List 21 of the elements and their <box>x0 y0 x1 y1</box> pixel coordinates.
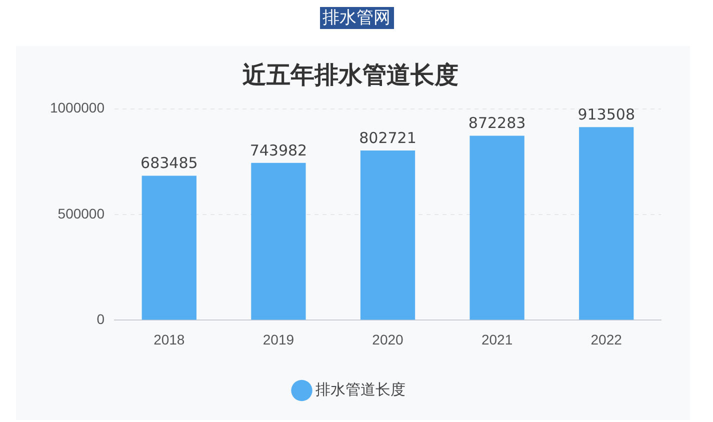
y-tick-label: 1000000 <box>50 100 105 116</box>
data-label: 913508 <box>578 105 635 124</box>
legend-label: 排水管道长度 <box>315 382 406 399</box>
text: 排水管网 <box>320 7 394 29</box>
x-tick-label: 2018 <box>154 331 185 348</box>
x-tick-label: 2020 <box>372 331 404 348</box>
x-tick-label: 2019 <box>262 331 294 348</box>
bar <box>470 136 524 320</box>
chart-title: 近五年排水管道长度 <box>242 62 458 90</box>
y-tick-label: 0 <box>96 311 105 328</box>
data-label: 683485 <box>140 154 198 172</box>
data-label: 802721 <box>359 128 416 147</box>
y-tick-label: 500000 <box>58 205 105 222</box>
bar <box>142 176 196 320</box>
bar <box>251 162 306 320</box>
x-tick-label: 2021 <box>481 331 513 348</box>
bar <box>360 150 416 320</box>
bar <box>579 127 634 320</box>
data-label: 872283 <box>468 114 526 132</box>
data-label: 743982 <box>250 141 308 160</box>
x-tick-label: 2022 <box>590 331 622 348</box>
